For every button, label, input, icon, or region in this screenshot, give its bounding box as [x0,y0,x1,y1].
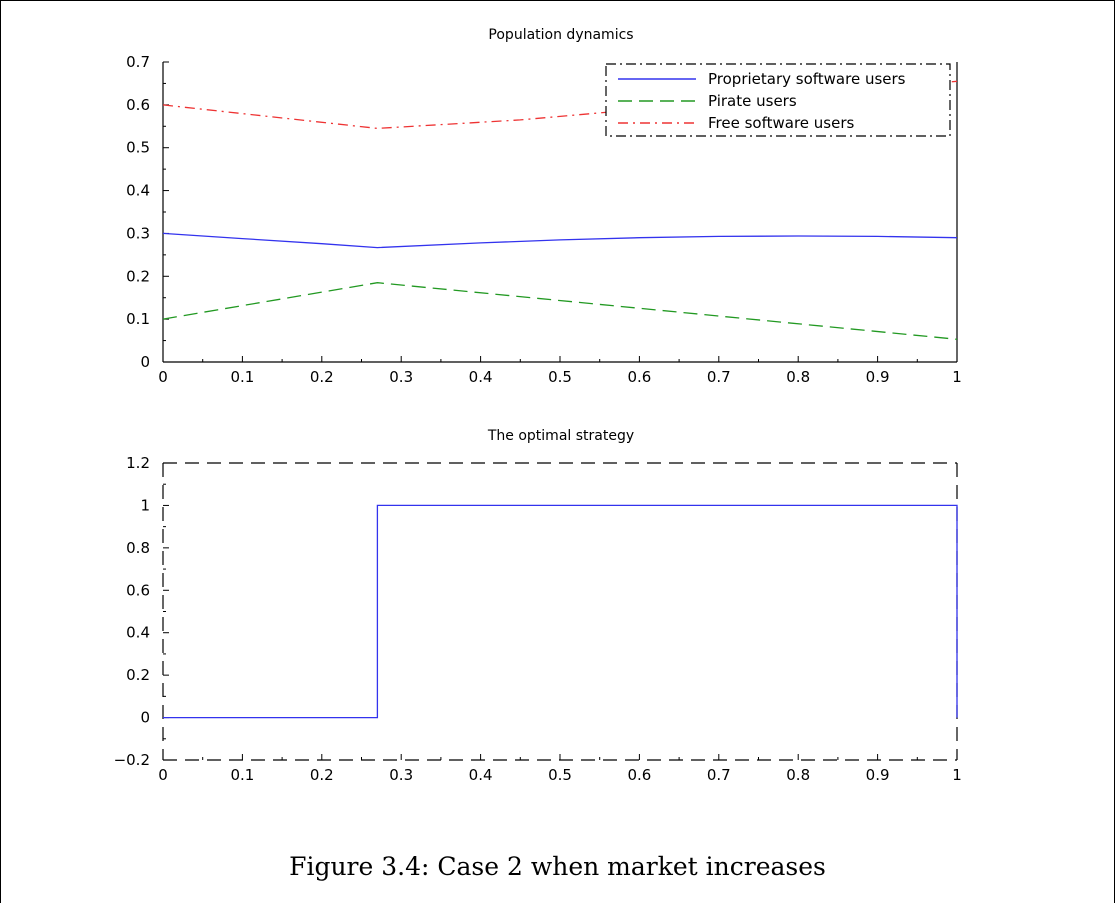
x-tick-label: 0 [158,766,168,784]
y-tick-label: 1 [140,496,150,514]
x-tick-label: 1 [952,766,962,784]
legend-label: Free software users [708,114,855,132]
x-tick-label: 0.3 [389,766,413,784]
y-tick-label: 0.3 [126,224,150,242]
x-tick-label: 0.3 [389,368,413,386]
legend-box [605,63,951,137]
y-tick-label: 0.2 [126,267,150,285]
x-tick-label: 0.1 [230,766,254,784]
x-tick-label: 0.1 [230,368,254,386]
x-tick-label: 0.2 [310,368,334,386]
x-tick-label: 0.2 [310,766,334,784]
chart-title-strategy: The optimal strategy [487,428,634,444]
population-dynamics-chart: Population dynamics 0 0.1 0.2 0.3 0.4 0.5 0.6 0… [126,27,962,386]
legend-label: Proprietary software users [708,70,906,88]
x-tick-label: 0.4 [469,766,493,784]
chart-title-population: Population dynamics [488,27,633,43]
strategy-line [163,504,958,719]
x-tick-label: 0.7 [707,368,731,386]
y-tick-label: 0.8 [126,539,150,557]
y-tick-label: 0.4 [126,182,150,200]
x-tick-label: 0.8 [786,766,810,784]
y-tick-label: 0.7 [126,53,150,71]
x-tick-label: 0.6 [627,368,651,386]
x-tick-label: 0.5 [548,368,572,386]
figure-caption: Figure 3.4: Case 2 when market increases [289,852,826,881]
x-tick-label: 0.4 [469,368,493,386]
x-tick-label: 0.7 [707,766,731,784]
optimal-strategy-chart: The optimal strategy 0 0.1 0.2 0.3 0.4 0.5 0.6… [114,428,962,784]
x-tick-label: 0.6 [627,766,651,784]
y-tick-label: 0 [140,709,150,727]
y-tick-label: 0.6 [126,581,150,599]
series-line-proprietary-software-users [162,232,958,249]
y-tick-label: 0.4 [126,624,150,642]
y-tick-label: 0 [140,353,150,371]
x-tick-label: 0.8 [786,368,810,386]
x-tick-label: 0.9 [866,766,890,784]
x-tick-label: 0.9 [866,368,890,386]
legend-label: Pirate users [708,92,797,110]
y-tick-label: 0.1 [126,310,150,328]
y-tick-label: 1.2 [126,454,150,472]
y-tick-label: 0.5 [126,139,150,157]
x-tick-label: 0 [158,368,168,386]
x-tick-label: 0.5 [548,766,572,784]
x-tick-label: 1 [952,368,962,386]
series-line-pirate-users [162,282,958,340]
y-tick-label: 0.6 [126,96,150,114]
y-tick-label: 0.2 [126,666,150,684]
y-tick-label: −0.2 [114,751,150,769]
